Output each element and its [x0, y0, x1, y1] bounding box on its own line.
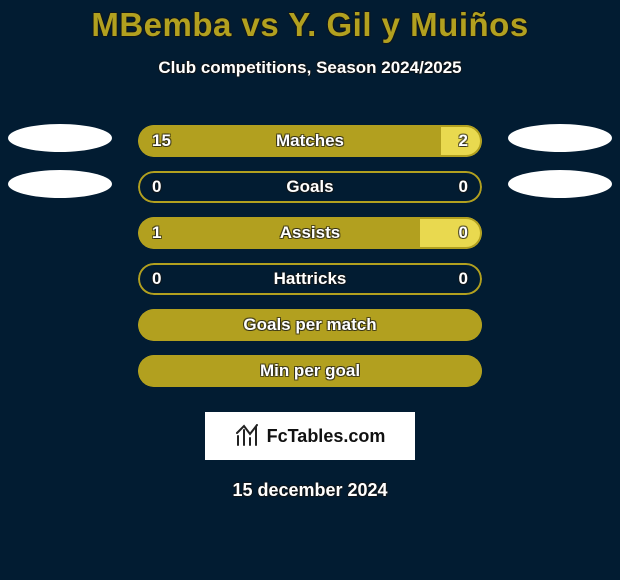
stat-row: Hattricks0 0: [0, 256, 620, 302]
stat-bar-label: Assists: [138, 217, 482, 249]
stat-row: Goals per match: [0, 302, 620, 348]
stat-bar: Goals per match: [138, 309, 482, 341]
stat-value-right: 2: [459, 125, 468, 157]
stat-value-left: 0: [152, 171, 161, 203]
stat-value-right: 0: [459, 263, 468, 295]
stat-bar-label: Hattricks: [138, 263, 482, 295]
stat-row: Matches15 2: [0, 118, 620, 164]
stat-value-right: 0: [459, 217, 468, 249]
stat-row: Min per goal: [0, 348, 620, 394]
stat-bar-label: Matches: [138, 125, 482, 157]
stat-bar: Min per goal: [138, 355, 482, 387]
comparison-infographic: MBemba vs Y. Gil y Muiños Club competiti…: [0, 0, 620, 580]
stat-value-right: 0: [459, 171, 468, 203]
page-title: MBemba vs Y. Gil y Muiños: [0, 6, 620, 44]
stat-rows: Matches152Goals00Assists10Hattricks00Goa…: [0, 118, 620, 394]
player-left-ellipse: [8, 170, 112, 198]
page-subtitle: Club competitions, Season 2024/2025: [0, 58, 620, 78]
stat-bar: Assists1 0: [138, 217, 482, 249]
fctables-logo-icon: [235, 424, 261, 448]
stat-row: Goals0 0: [0, 164, 620, 210]
stat-value-left: 15: [152, 125, 171, 157]
stat-row: Assists1 0: [0, 210, 620, 256]
stat-bar-label: Goals per match: [138, 309, 482, 341]
fctables-logo-text: FcTables.com: [267, 426, 386, 447]
stat-value-left: 1: [152, 217, 161, 249]
player-left-ellipse: [8, 124, 112, 152]
stat-value-left: 0: [152, 263, 161, 295]
stat-bar-label: Min per goal: [138, 355, 482, 387]
stat-bar-label: Goals: [138, 171, 482, 203]
fctables-badge: FcTables.com: [205, 412, 415, 460]
player-right-ellipse: [508, 124, 612, 152]
stat-bar: Matches15 2: [138, 125, 482, 157]
player-right-ellipse: [508, 170, 612, 198]
date-label: 15 december 2024: [0, 480, 620, 501]
stat-bar: Hattricks0 0: [138, 263, 482, 295]
stat-bar: Goals0 0: [138, 171, 482, 203]
